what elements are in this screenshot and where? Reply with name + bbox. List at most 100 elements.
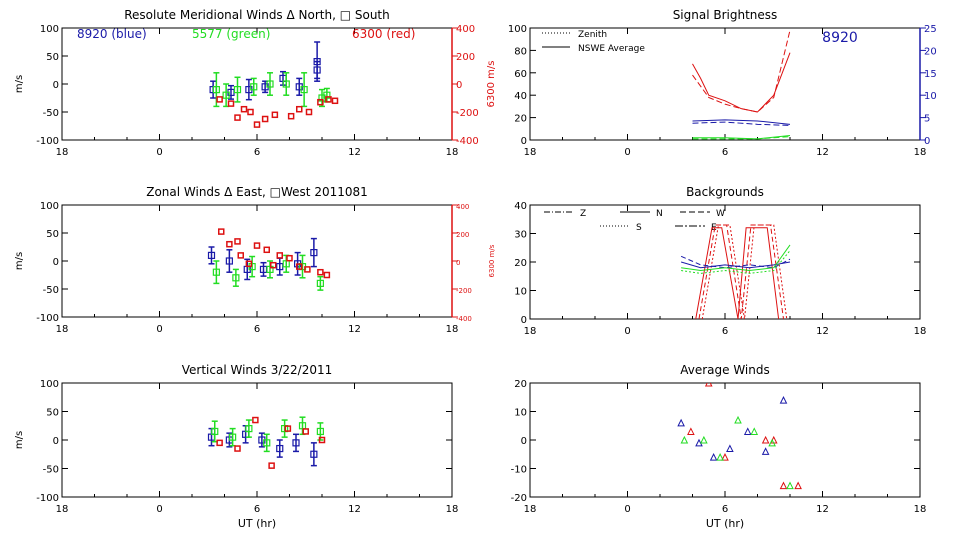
data-point xyxy=(266,80,274,88)
x-tick-label: 18 xyxy=(914,504,927,515)
red-data-point xyxy=(253,121,261,128)
y2-tick-label: 200 xyxy=(456,231,469,239)
y-tick-label: 10 xyxy=(514,408,527,419)
red-data-point xyxy=(234,238,241,245)
red-data-point xyxy=(268,462,275,469)
series-line-4 xyxy=(680,255,791,269)
plot-frame xyxy=(529,382,921,498)
y2-tick-label: 400 xyxy=(456,203,469,211)
y2-tick-label: 200 xyxy=(456,52,475,63)
series-line-2 xyxy=(692,119,791,125)
y2-tick-label: -400 xyxy=(456,315,472,323)
y2-tick-label: -200 xyxy=(456,287,472,295)
x-tick-label: 18 xyxy=(524,326,537,337)
triangle-point xyxy=(677,418,685,427)
panel-average: Average Winds 18 0 6 12 18 UT (hr) 20 10 0 -10 -20 xyxy=(511,363,927,530)
data-point xyxy=(207,251,216,259)
red-data-point xyxy=(252,416,259,424)
x-tick-label: 0 xyxy=(156,504,162,515)
x-tick-label: 6 xyxy=(254,147,260,158)
data-point xyxy=(229,433,237,441)
y2-tick-label: 20 xyxy=(924,46,937,57)
plot-area xyxy=(692,30,791,140)
data-point xyxy=(233,85,242,94)
chart-title: Signal Brightness xyxy=(673,8,778,22)
plot-area xyxy=(207,416,326,469)
x-tick-label: 18 xyxy=(914,326,927,337)
y2-axis-label: 6300 m/s xyxy=(486,61,497,108)
data-point xyxy=(245,425,253,433)
y2-tick-label: 15 xyxy=(924,69,937,80)
triangle-point xyxy=(726,444,734,453)
y2-axis-label: 6300 m/s xyxy=(488,244,496,277)
y-axis-label: m/s xyxy=(14,431,25,449)
x-tick-label: 6 xyxy=(254,324,260,335)
triangle-point xyxy=(734,415,742,424)
x-tick-label: 18 xyxy=(56,147,69,158)
y-tick-label: 100 xyxy=(40,379,59,390)
triangle-point xyxy=(709,452,718,461)
series-line-0 xyxy=(692,52,791,113)
x-tick-label: 12 xyxy=(348,324,361,335)
data-point xyxy=(232,274,240,282)
x-tick-label: 18 xyxy=(446,504,459,515)
series-line-5 xyxy=(692,136,791,140)
triangle-point xyxy=(779,481,788,490)
red-data-point xyxy=(305,108,313,116)
plot-frame xyxy=(529,204,921,320)
red-data-point xyxy=(325,96,332,103)
y-tick-label: 100 xyxy=(508,24,527,35)
series-line-5 xyxy=(681,244,791,272)
triangle-point xyxy=(761,435,770,444)
red-data-point xyxy=(304,266,311,273)
x-tick-label: 12 xyxy=(348,147,361,158)
data-point xyxy=(250,83,258,91)
plot-frame xyxy=(61,204,453,318)
red-data-point xyxy=(234,114,241,121)
x-tick-label: 6 xyxy=(722,504,728,515)
red-data-point xyxy=(331,97,339,105)
chart-title: Average Winds xyxy=(680,363,770,377)
y-tick-label: -100 xyxy=(36,136,59,147)
red-data-point xyxy=(270,261,277,269)
series-line-2 xyxy=(701,224,788,319)
x-tick-label: 12 xyxy=(816,326,829,337)
triangle-point xyxy=(761,447,770,455)
series-line-4 xyxy=(692,135,791,140)
y-tick-label: 30 xyxy=(514,230,527,241)
x-tick-label: 6 xyxy=(254,504,260,515)
series-line-3 xyxy=(692,121,791,126)
x-tick-label: 0 xyxy=(156,147,162,158)
triangle-point xyxy=(794,481,802,490)
red-data-point xyxy=(234,445,241,452)
triangle-point xyxy=(750,427,759,435)
plot-area xyxy=(680,224,791,319)
x-tick-label: 18 xyxy=(524,147,537,158)
y-tick-label: 80 xyxy=(514,46,527,57)
y-tick-label: -100 xyxy=(36,493,59,504)
y2-tick-label: 0 xyxy=(924,136,930,147)
x-tick-label: 6 xyxy=(722,147,728,158)
legend-entry: S xyxy=(636,223,642,233)
data-point xyxy=(313,66,321,74)
x-tick-label: 12 xyxy=(816,147,829,158)
panel-vertical: Vertical Winds 3/22/2011 18 0 6 12 18 UT (hr) 1… xyxy=(14,363,458,530)
red-data-point xyxy=(247,108,254,116)
y2-tick-label: 25 xyxy=(924,24,937,35)
plot-area xyxy=(209,41,339,128)
x-tick-label: 6 xyxy=(722,326,728,337)
y-tick-label: 40 xyxy=(514,201,527,212)
panel-zonal: Zonal Winds Δ East, □West 2011081 18 0 6 12 1… xyxy=(14,185,496,335)
legend-entry: NSWE Average xyxy=(578,44,645,54)
brightness-annotation: 8920 xyxy=(822,30,858,46)
red-data-point xyxy=(240,105,248,113)
y-tick-label: 0 xyxy=(53,80,59,91)
x-tick-label: 18 xyxy=(446,324,459,335)
y-tick-label: 0 xyxy=(521,136,527,147)
red-data-point xyxy=(227,100,235,107)
y2-tick-label: 400 xyxy=(456,24,475,35)
data-point xyxy=(310,249,318,257)
y-tick-label: 20 xyxy=(514,379,527,390)
data-point xyxy=(316,427,324,436)
